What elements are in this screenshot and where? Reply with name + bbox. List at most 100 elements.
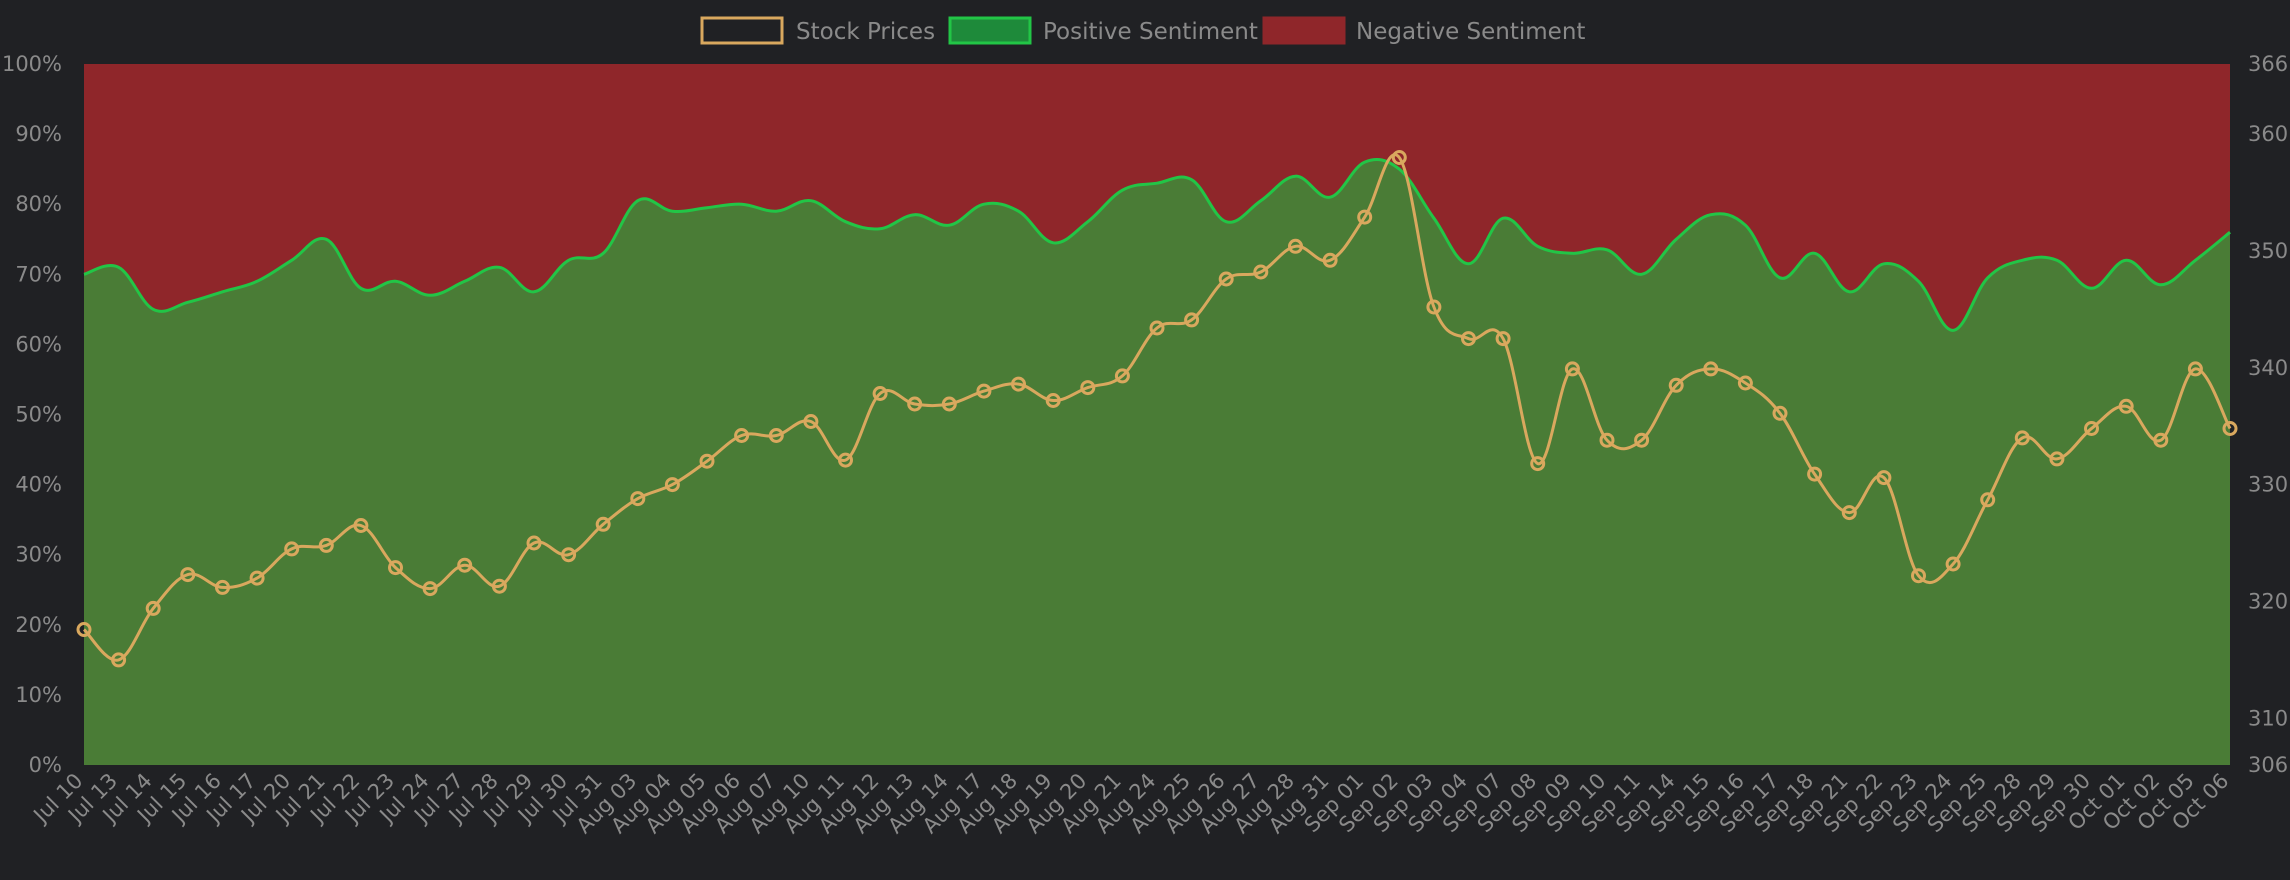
stock-price-point <box>1080 380 1096 396</box>
stock-price-point <box>1114 368 1130 384</box>
right-axis-tick-label: 366 <box>2248 52 2288 76</box>
left-axis-tick-label: 100% <box>2 52 62 76</box>
legend-negative-sentiment[interactable]: Negative Sentiment <box>1262 16 1585 45</box>
stock-price-point <box>1876 470 1892 486</box>
right-axis-tick-label: 340 <box>2248 356 2288 380</box>
legend-swatch <box>1262 16 1346 45</box>
stock-price-point <box>76 622 92 637</box>
legend-label: Positive Sentiment <box>1043 19 1258 45</box>
legend-swatch <box>700 16 784 45</box>
stock-price-point <box>768 428 784 443</box>
stock-price-point <box>422 581 438 597</box>
stock-price-point <box>388 560 403 576</box>
left-y-axis: 0% 10% 20% 30% 40% 50% 60% 70% 80% 90% 100% <box>2 52 62 777</box>
stock-price-point <box>318 537 334 553</box>
stock-price-point <box>1426 299 1442 315</box>
legend-label: Negative Sentiment <box>1356 19 1585 45</box>
stock-price-point <box>1461 331 1476 347</box>
stock-price-point <box>353 518 369 533</box>
stock-price-point <box>561 547 577 563</box>
legend: Stock Prices Positive Sentiment Negative S… <box>700 16 1585 45</box>
stock-price-point <box>180 567 196 583</box>
stock-price-point <box>595 516 611 532</box>
legend-swatch <box>948 16 1032 45</box>
stock-price-point <box>249 570 265 586</box>
left-axis-tick-label: 40% <box>15 473 62 497</box>
left-axis-tick-label: 20% <box>15 613 62 637</box>
stock-price-point <box>1564 361 1580 377</box>
stock-price-point <box>1184 312 1200 328</box>
stock-price-point <box>803 414 819 429</box>
left-axis-tick-label: 30% <box>15 543 62 567</box>
legend-label: Stock Prices <box>796 19 935 45</box>
stock-price-point <box>1391 150 1407 165</box>
positive-sentiment-line <box>83 157 2231 332</box>
left-axis-tick-label: 60% <box>15 332 62 356</box>
stock-price-point <box>491 578 507 594</box>
stock-price-point <box>976 383 992 399</box>
stock-price-point <box>2222 421 2238 436</box>
stock-price-point <box>941 396 957 412</box>
stock-price-point <box>1772 405 1788 421</box>
right-axis-tick-label: 306 <box>2248 753 2288 777</box>
stock-price-point <box>2187 361 2203 377</box>
stock-price-point <box>1149 320 1165 336</box>
stock-price-point <box>872 386 888 401</box>
stock-price-point <box>1288 238 1303 254</box>
stock-price-point <box>699 453 715 469</box>
stock-price-point <box>1357 209 1373 225</box>
stock-price-point <box>1045 393 1061 408</box>
stock-price-point <box>1841 505 1857 521</box>
plot-area <box>76 64 2238 765</box>
stock-price-point <box>2084 421 2099 436</box>
left-axis-tick-label: 10% <box>15 683 62 707</box>
stock-price-point <box>526 535 542 551</box>
stock-price-point <box>1807 466 1823 482</box>
stock-price-point <box>734 428 750 443</box>
stock-price-point <box>2014 430 2030 446</box>
stock-price-point <box>1599 432 1615 448</box>
legend-stock-prices[interactable]: Stock Prices <box>700 16 935 45</box>
positive-sentiment-area <box>84 159 2230 765</box>
stock-price-point <box>1911 568 1926 584</box>
stock-price-point <box>1980 492 1996 508</box>
right-axis-tick-label: 330 <box>2248 473 2288 497</box>
right-y-axis: 306 310 320 330 340 350 360 366 <box>2248 52 2288 777</box>
stock-price-point <box>907 396 923 412</box>
stock-price-line <box>82 153 2232 662</box>
left-axis-tick-label: 70% <box>15 262 62 286</box>
stock-price-point <box>111 652 127 668</box>
stock-price-point <box>2049 451 2065 467</box>
left-axis-tick-label: 50% <box>15 403 62 427</box>
legend-positive-sentiment[interactable]: Positive Sentiment <box>948 16 1258 45</box>
left-axis-tick-label: 80% <box>15 192 62 216</box>
stock-price-point <box>838 452 853 468</box>
stock-price-point <box>284 541 300 557</box>
stock-price-point <box>1737 375 1753 391</box>
stock-price-point <box>1530 456 1546 472</box>
stock-price-point <box>145 600 161 616</box>
stock-price-point <box>1634 432 1650 448</box>
right-axis-tick-label: 360 <box>2248 122 2288 146</box>
stock-price-point <box>1495 331 1511 347</box>
stock-price-point <box>2118 398 2134 414</box>
stock-price-point <box>1703 361 1719 377</box>
stock-price-point <box>215 579 230 595</box>
stock-price-point <box>664 477 680 493</box>
left-axis-tick-label: 90% <box>15 122 62 146</box>
stock-price-point <box>1945 556 1961 572</box>
right-axis-tick-label: 320 <box>2248 589 2288 613</box>
stock-price-point <box>1218 271 1234 287</box>
stock-price-point <box>1011 376 1026 392</box>
stock-price-point <box>1322 252 1338 268</box>
right-axis-tick-label: 310 <box>2248 706 2288 730</box>
stock-price-point <box>2153 432 2169 448</box>
stock-price-point <box>1253 264 1269 280</box>
stock-price-point <box>457 557 473 573</box>
stock-price-point <box>630 491 646 507</box>
left-axis-tick-label: 0% <box>29 753 62 777</box>
stock-price-point <box>1668 377 1684 393</box>
right-axis-tick-label: 350 <box>2248 239 2288 263</box>
